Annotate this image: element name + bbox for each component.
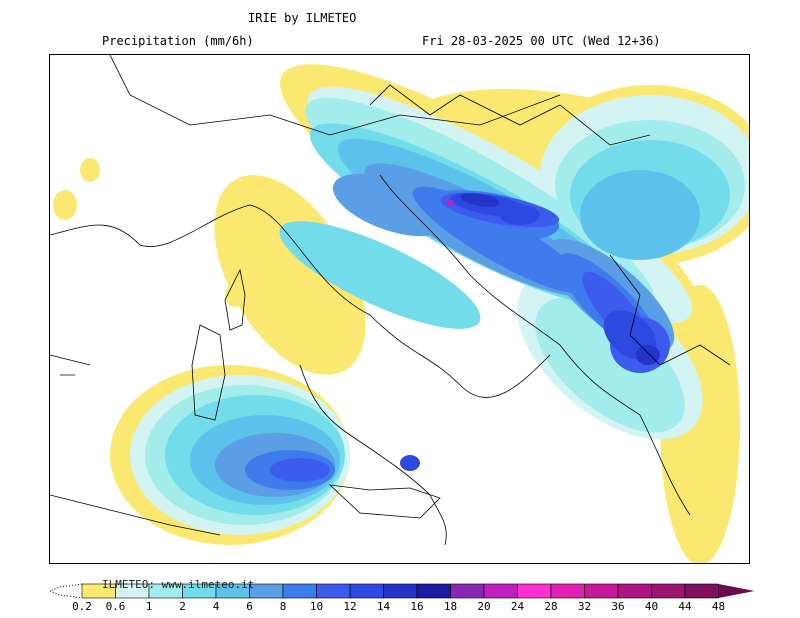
precipitation-area [270,458,330,482]
precipitation-area [580,170,700,260]
coastline-border [609,254,731,366]
legend-tick: 14 [376,600,391,613]
coastline-border [191,324,226,421]
legend-tick: 2 [179,600,186,613]
precipitation-area [500,205,540,225]
legend-tick: 24 [510,600,525,613]
legend-swatch [349,583,384,599]
legend-tick: 4 [212,600,220,613]
legend-tick: 44 [678,600,692,613]
precipitation-area [535,297,685,433]
legend-tick: 12 [343,600,357,613]
underflow-arrow [48,583,83,599]
color-scale-legend [48,583,755,599]
legend-tick: 8 [279,600,287,613]
valid-time: Fri 28-03-2025 00 UTC (Wed 12+36) [422,34,661,48]
coastline-border [109,55,561,136]
legend-swatch [416,583,451,599]
legend-swatch [584,583,619,599]
legend-tick: 16 [410,600,424,613]
legend-swatch [249,583,284,599]
coastline-border [369,84,651,146]
precipitation-area [446,200,454,206]
legend-tick: 28 [544,600,558,613]
legend-tick: 1 [145,600,153,613]
legend-swatch [450,583,485,599]
coastline-border [379,174,691,516]
precipitation-map [49,54,750,564]
map-canvas [50,55,749,563]
legend-tick: 20 [477,600,491,613]
map-title: IRIE by ILMETEO [248,11,357,25]
legend-tick: 48 [711,600,726,613]
variable-label: Precipitation (mm/6h) [102,34,254,48]
legend-swatch [316,583,351,599]
legend-tick: 18 [443,600,458,613]
precipitation-area [332,173,448,237]
coastline-border [224,268,246,331]
legend-swatch [282,583,317,599]
overflow-arrow [718,584,755,598]
legend-tick: 0.6 [105,600,126,613]
precipitation-area [80,158,100,182]
coastline-border [299,364,447,546]
precipitation-area [636,345,660,365]
precipitation-area [53,190,77,220]
precipitation-area [400,455,420,471]
legend-tick: 0.2 [72,600,92,613]
legend-swatch [651,583,686,599]
precipitation-area [279,221,481,329]
legend-tick: 36 [611,600,625,613]
legend-swatch [517,583,552,599]
legend-swatch [483,583,518,599]
legend-swatch [684,583,719,599]
coastline-border [328,484,441,519]
legend-swatch [383,583,418,599]
legend-tick: 40 [644,600,659,613]
legend-tick: 10 [309,600,324,613]
legend-swatch [617,583,652,599]
legend-tick: 32 [577,600,592,613]
legend-tick: 6 [246,600,253,613]
coastline-border [50,354,91,376]
credit-text: ILMETEO: www.ilmeteo.it [102,578,255,591]
coastline-border [50,494,221,536]
coastline-border [50,204,551,398]
precipitation-area [460,193,500,207]
precipitation-area [225,283,245,307]
legend-swatch [550,583,585,599]
